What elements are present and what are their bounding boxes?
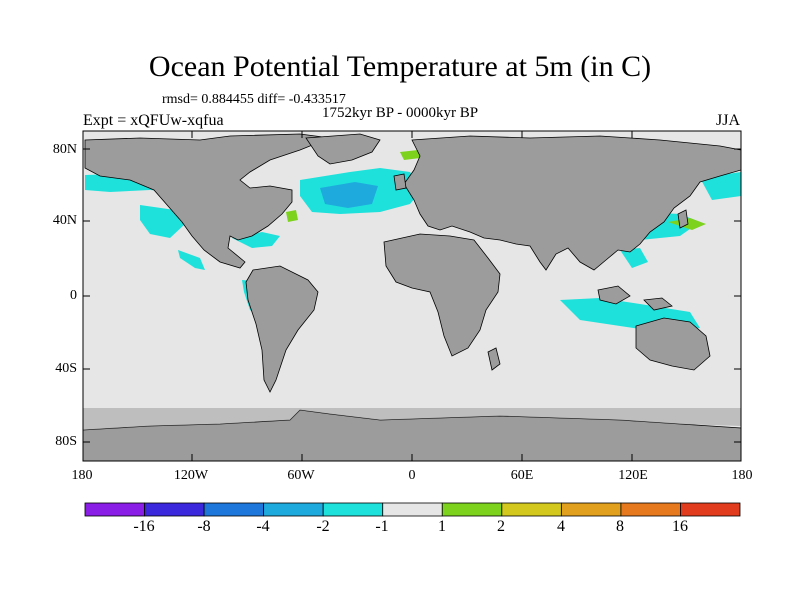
axis-ticks xyxy=(83,131,741,461)
colorbar-swatch xyxy=(501,502,562,517)
colorbar-swatch xyxy=(203,502,265,517)
colorbar-swatch xyxy=(322,502,384,517)
colorbar-label: 4 xyxy=(557,518,565,535)
x-tick-label: 0 xyxy=(408,468,416,483)
x-tick-label: 180 xyxy=(731,468,753,483)
africa xyxy=(383,233,501,357)
x-tick-label: 120E xyxy=(618,468,648,483)
colorbar-swatch xyxy=(441,502,503,517)
borneo xyxy=(597,285,631,305)
y-tick-label: 80N xyxy=(52,142,77,157)
colorbar-label: -2 xyxy=(316,518,330,535)
greenland xyxy=(305,133,381,165)
x-tick-label: 120W xyxy=(173,468,209,483)
gulf-california-cooling xyxy=(178,250,205,270)
x-tick-label: 60E xyxy=(510,468,534,483)
x-tick-label: 60W xyxy=(287,468,315,483)
y-tick-label: 40S xyxy=(55,361,77,376)
colorbar xyxy=(84,502,741,517)
barents-warming xyxy=(400,150,420,160)
y-tick-label: 40N xyxy=(52,213,77,228)
x-tick-label: 180 xyxy=(71,468,93,483)
colorbar-swatch xyxy=(144,502,205,517)
southern-ocean-mask xyxy=(83,408,741,430)
madagascar xyxy=(487,347,501,371)
page-title: Ocean Potential Temperature at 5m (in C) xyxy=(148,50,652,83)
north-atlantic-strong-cooling xyxy=(320,182,378,208)
colorbar-label: -8 xyxy=(197,518,211,535)
japan xyxy=(677,209,689,229)
land-masses xyxy=(82,133,742,462)
east-pacific-cooling xyxy=(140,205,185,238)
new-guinea xyxy=(643,297,673,311)
south-america xyxy=(245,265,319,393)
experiment-label: Expt = xQFUw-xqfua xyxy=(83,112,224,129)
colorbar-label: -1 xyxy=(375,518,389,535)
colorbar-swatch xyxy=(263,502,324,517)
season-label: JJA xyxy=(716,112,741,129)
colorbar-swatch xyxy=(680,502,741,517)
colorbar-swatch xyxy=(620,502,681,517)
colorbar-label: -4 xyxy=(256,518,270,535)
colorbar-label: 2 xyxy=(497,518,505,535)
south-china-sea-cooling xyxy=(620,248,648,268)
colorbar-swatch xyxy=(382,502,443,517)
y-tick-label: 80S xyxy=(55,434,77,449)
colorbar-label: -16 xyxy=(133,518,155,535)
colorbar-label: 16 xyxy=(672,518,688,535)
colorbar-swatch xyxy=(560,502,622,517)
period-text: 1752kyr BP - 0000kyr BP xyxy=(322,105,479,121)
stats-text: rmsd= 0.884455 diff= -0.433517 xyxy=(162,92,346,107)
map-panel xyxy=(82,130,742,462)
y-tick-label: 0 xyxy=(70,288,77,303)
colorbar-label: 1 xyxy=(438,518,446,535)
colorbar-swatch xyxy=(84,502,145,517)
colorbar-label: 8 xyxy=(616,518,624,535)
australia xyxy=(635,317,711,371)
british-isles xyxy=(393,173,407,191)
gulf-stream-warming xyxy=(286,210,298,222)
